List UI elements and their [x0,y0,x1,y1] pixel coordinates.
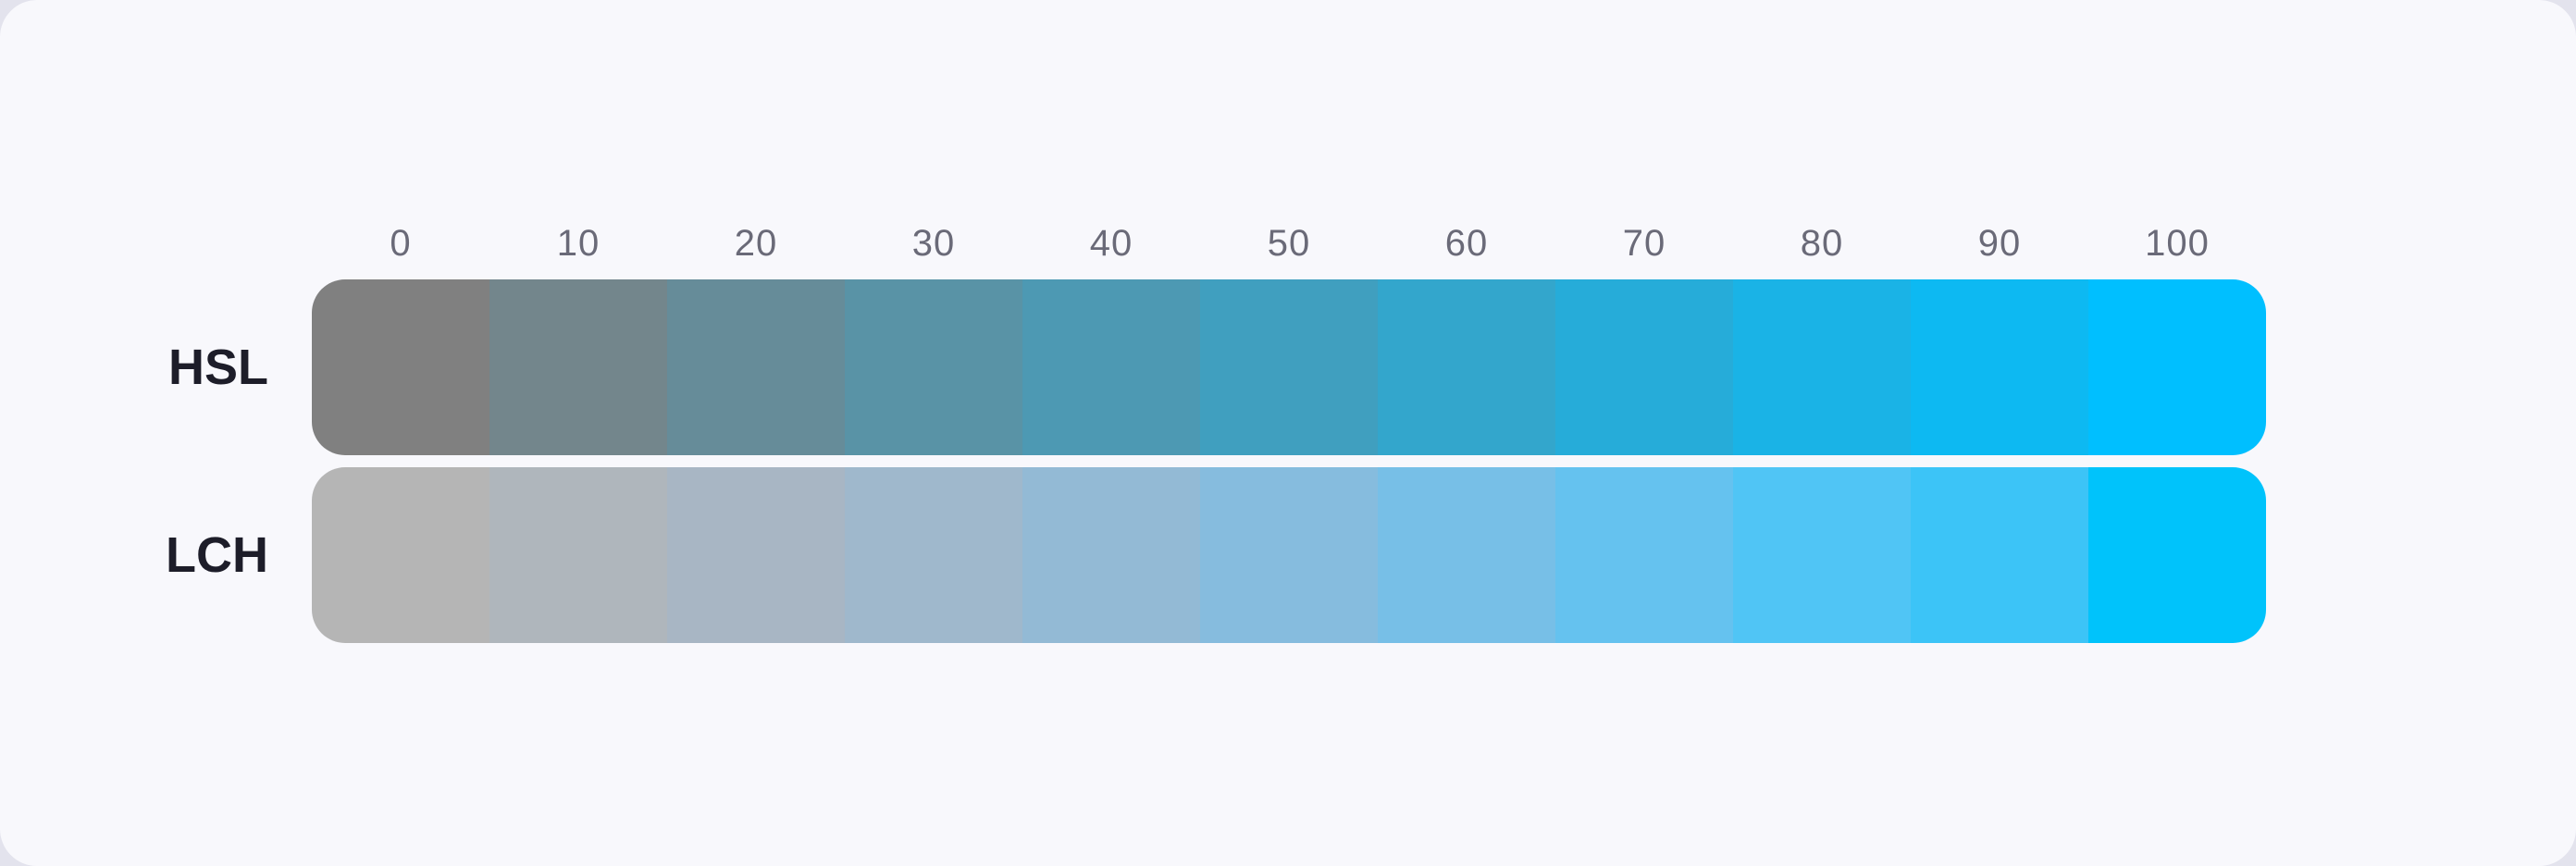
lch-bar [312,467,2266,643]
tick-label: 20 [734,223,778,264]
tick-label: 100 [2145,223,2210,264]
color-segment [1911,467,2088,643]
tick-label: 50 [1267,223,1311,264]
color-segment [1378,279,1555,455]
tick-label: 60 [1444,223,1489,264]
color-segment [667,279,845,455]
lch-row: LCH [0,467,2576,643]
color-segment [2088,467,2266,643]
color-segment [312,467,489,643]
hsl-row-label: HSL [168,340,268,395]
color-segment [1911,279,2088,455]
tick-label: 40 [1089,223,1133,264]
color-segment [2088,279,2266,455]
color-segment [1733,279,1911,455]
tick-label: 30 [911,223,956,264]
color-segment [1378,467,1555,643]
axis-tick-row: 0 10 20 30 40 50 60 70 80 90 100 [312,222,2266,266]
tick-label: 70 [1622,223,1666,264]
color-segment [845,279,1022,455]
tick-label: 10 [556,223,601,264]
color-segment [1022,279,1200,455]
hsl-vs-lch-chart: 0 10 20 30 40 50 60 70 80 90 100 HSL LCH [0,222,2576,655]
color-segment [1022,467,1200,643]
color-segment [1200,467,1378,643]
hsl-row: HSL [0,279,2576,455]
tick-label: 90 [1977,223,2022,264]
tick-label: 0 [390,223,412,264]
color-segment [489,279,667,455]
color-segment [489,467,667,643]
tick-label: 80 [1800,223,1844,264]
color-segment [1200,279,1378,455]
color-segment [667,467,845,643]
color-segment [1555,467,1733,643]
color-segment [845,467,1022,643]
color-segment [312,279,489,455]
color-segment [1555,279,1733,455]
color-segment [1733,467,1911,643]
lch-row-label: LCH [166,527,268,583]
hsl-bar [312,279,2266,455]
